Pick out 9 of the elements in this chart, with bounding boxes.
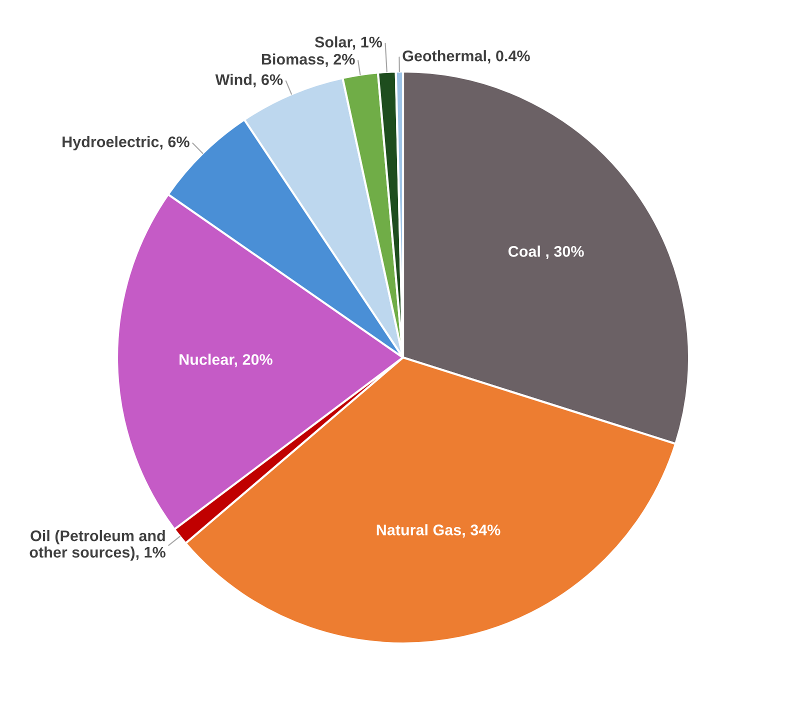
slice-label: Geothermal, 0.4% (402, 50, 530, 64)
slice-label: Natural Gas, 34% (376, 524, 500, 538)
slice-label: Nuclear, 20% (180, 354, 272, 368)
slice-label: Coal , 30% (508, 246, 584, 260)
slice-label: Oil (Petroleum and other sources), 1% (30, 530, 166, 561)
slice-label: Solar, 1% (314, 36, 382, 50)
slice-label: Wind, 6% (215, 74, 283, 88)
slice-label: Biomass, 2% (262, 53, 355, 67)
slice-label: Hydroelectric, 6% (62, 136, 190, 150)
